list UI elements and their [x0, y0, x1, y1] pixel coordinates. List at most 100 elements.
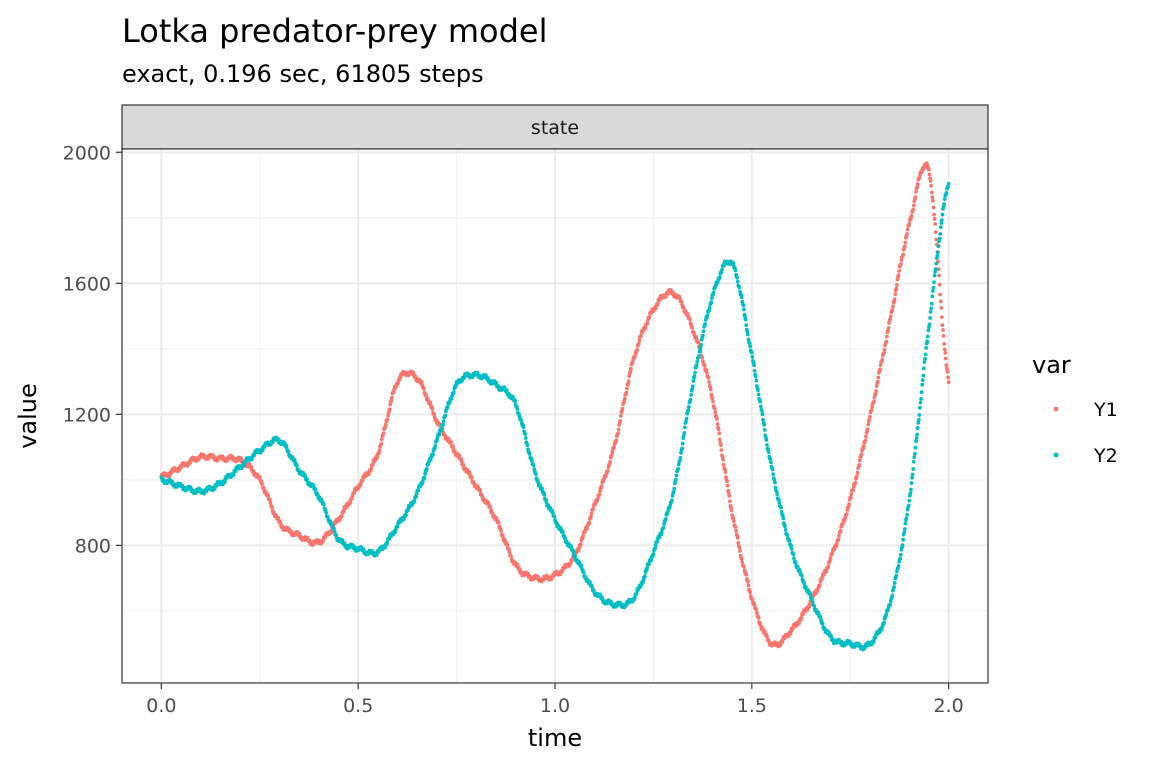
data-points — [159, 161, 951, 652]
point-Y1-824 — [622, 396, 627, 401]
point-Y1-853 — [639, 333, 643, 338]
point-Y2-1334 — [909, 481, 914, 485]
point-Y2-1158 — [810, 599, 815, 604]
point-Y1-1316 — [899, 258, 904, 262]
point-Y2-1370 — [929, 301, 934, 306]
point-Y1-1348 — [917, 176, 922, 180]
point-Y2-1307 — [894, 573, 899, 578]
point-Y2-971 — [705, 313, 710, 318]
point-Y2-509 — [445, 404, 450, 409]
point-Y2-1400 — [946, 181, 951, 186]
point-Y1-1226 — [848, 495, 853, 500]
point-Y2-963 — [700, 333, 705, 338]
point-Y1-1040 — [744, 572, 749, 577]
point-Y1-160 — [249, 464, 254, 469]
point-Y2-1343 — [914, 436, 919, 440]
point-Y1-1366 — [927, 172, 932, 177]
point-Y2-964 — [701, 329, 706, 334]
point-Y2-1377 — [933, 267, 938, 272]
point-Y1-768 — [591, 506, 596, 511]
point-Y2-502 — [441, 419, 446, 424]
x-axis-ticks: 0.0 0.5 1.0 1.5 2.0 — [146, 683, 964, 717]
point-Y1-585 — [488, 505, 493, 509]
point-Y2-237 — [292, 457, 297, 462]
chart-subtitle: exact, 0.196 sec, 61805 steps — [122, 60, 484, 88]
point-Y1-1208 — [838, 528, 843, 533]
point-Y2-1303 — [892, 585, 896, 589]
point-Y1-1010 — [727, 493, 732, 498]
point-Y2-1355 — [921, 373, 926, 378]
point-Y2-957 — [697, 349, 702, 354]
point-Y2-1347 — [916, 418, 921, 422]
point-Y2-398 — [383, 545, 388, 550]
point-Y2-993 — [717, 275, 722, 280]
point-Y2-931 — [683, 425, 687, 430]
point-Y2-911 — [671, 490, 676, 494]
point-Y2-733 — [571, 550, 576, 555]
point-Y1-463 — [419, 380, 424, 385]
point-Y1-794 — [605, 469, 610, 473]
point-Y2-1378 — [934, 261, 939, 266]
point-Y1-1259 — [867, 418, 872, 422]
x-tick-label-3: 1.5 — [737, 695, 767, 717]
x-tick-label-1: 0.5 — [343, 695, 373, 717]
point-Y1-861 — [643, 324, 648, 329]
point-Y1-1014 — [729, 508, 734, 513]
point-Y2-1358 — [923, 357, 927, 361]
point-Y1-868 — [647, 314, 652, 319]
point-Y2-487 — [433, 443, 438, 448]
legend-key-Y1 — [1053, 406, 1059, 412]
point-Y1-413 — [391, 390, 396, 394]
point-Y2-308 — [332, 529, 337, 534]
point-Y1-1138 — [799, 615, 804, 620]
point-Y1-842 — [632, 354, 637, 359]
point-Y1-925 — [679, 299, 684, 304]
point-Y1-984 — [712, 406, 717, 411]
point-Y1-776 — [595, 496, 600, 501]
point-Y1-977 — [708, 387, 713, 392]
point-Y1-1032 — [739, 556, 744, 561]
point-Y1-1025 — [735, 535, 740, 540]
legend-key-Y2 — [1053, 452, 1059, 458]
point-Y1-190 — [266, 493, 271, 498]
point-Y1-1257 — [866, 422, 871, 427]
point-Y1-1000 — [721, 462, 726, 467]
point-Y2-1314 — [898, 556, 903, 561]
point-Y1-618 — [506, 547, 511, 551]
point-Y1-399 — [383, 422, 388, 427]
point-Y2-1117 — [787, 539, 792, 543]
point-Y2-1109 — [783, 524, 787, 529]
point-Y1-846 — [635, 347, 639, 352]
point-Y2-1354 — [920, 378, 925, 383]
point-Y1-369 — [366, 472, 371, 476]
point-Y2-1337 — [911, 467, 916, 471]
point-Y2-1095 — [775, 492, 780, 497]
point-Y2-454 — [414, 491, 419, 496]
point-Y1-817 — [618, 414, 623, 418]
point-Y1-750 — [581, 534, 586, 538]
point-Y2-465 — [420, 479, 425, 484]
point-Y1-1392 — [942, 341, 947, 346]
point-Y2-662 — [531, 463, 536, 468]
point-Y1-1006 — [725, 479, 729, 484]
point-Y2-1389 — [940, 212, 945, 217]
point-Y1-1390 — [941, 328, 945, 332]
point-Y1-1293 — [886, 326, 891, 330]
point-Y1-589 — [490, 511, 495, 516]
point-Y1-1274 — [875, 379, 880, 384]
point-Y1-409 — [389, 398, 394, 403]
point-Y2-864 — [645, 565, 650, 570]
point-Y2-1386 — [938, 225, 943, 230]
point-Y2-1139 — [799, 573, 804, 578]
point-Y1-197 — [270, 505, 275, 510]
point-Y1-1026 — [736, 540, 741, 545]
point-Y2-942 — [689, 393, 693, 397]
point-Y1-1055 — [752, 603, 757, 608]
point-Y1-467 — [422, 386, 426, 391]
point-Y2-472 — [424, 467, 429, 471]
point-Y1-1241 — [857, 463, 862, 467]
point-Y1-392 — [379, 437, 384, 442]
point-Y2-1384 — [937, 236, 942, 241]
point-Y2-1077 — [765, 443, 769, 447]
point-Y1-1007 — [725, 483, 730, 488]
